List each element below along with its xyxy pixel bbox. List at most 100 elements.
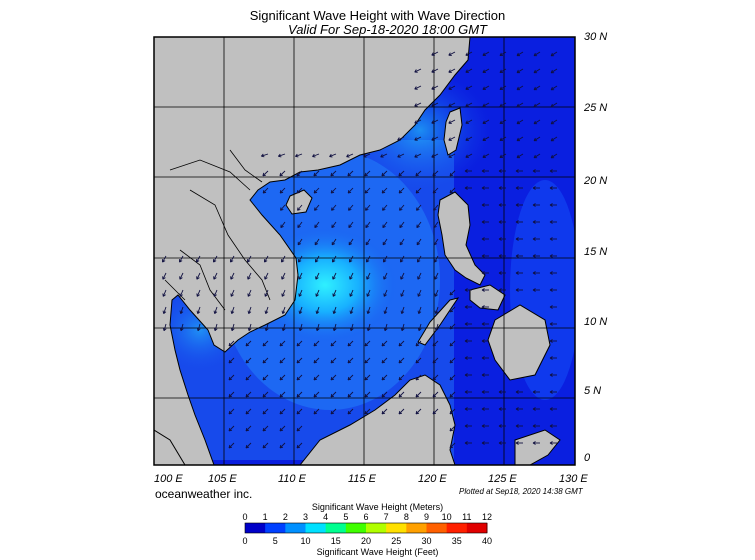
palawan-island <box>417 297 460 346</box>
direction-arrow <box>364 374 371 381</box>
direction-arrow <box>281 306 286 314</box>
direction-arrow <box>549 271 557 275</box>
direction-arrow <box>230 272 235 280</box>
direction-arrow <box>279 357 286 364</box>
direction-arrow <box>499 153 507 159</box>
direction-arrow <box>482 68 490 73</box>
direction-arrow <box>415 187 422 194</box>
direction-arrow <box>365 204 371 211</box>
direction-arrow <box>245 357 252 364</box>
direction-arrow <box>400 306 405 314</box>
direction-arrow <box>264 272 269 280</box>
direction-arrow <box>532 220 540 224</box>
direction-arrow <box>481 220 489 224</box>
direction-arrow <box>515 254 523 258</box>
direction-arrow <box>533 153 541 159</box>
direction-arrow <box>297 221 303 229</box>
direction-arrow <box>481 288 489 292</box>
direction-arrow <box>162 323 167 332</box>
direction-arrow <box>549 424 557 428</box>
direction-arrow <box>349 272 354 280</box>
direction-arrow <box>279 340 286 347</box>
colorbar-meters-tick: 12 <box>481 512 493 522</box>
direction-arrow <box>481 390 489 394</box>
direction-arrow <box>332 289 337 297</box>
direction-arrow <box>532 407 540 411</box>
direction-arrow <box>415 170 422 177</box>
direction-arrow <box>481 441 489 445</box>
direction-arrow <box>464 339 472 343</box>
direction-arrow <box>515 441 523 445</box>
direction-arrow <box>481 237 489 241</box>
direction-arrow <box>230 255 235 263</box>
direction-arrow <box>296 170 303 177</box>
direction-arrow <box>532 390 540 394</box>
direction-arrow <box>432 374 439 381</box>
direction-arrow <box>247 323 252 332</box>
direction-arrow <box>245 374 252 381</box>
direction-arrow <box>400 289 405 297</box>
direction-arrow <box>245 442 252 449</box>
direction-arrow <box>449 170 456 177</box>
direction-arrow <box>415 391 422 398</box>
direction-arrow <box>330 357 337 364</box>
direction-arrow <box>414 68 422 73</box>
colorbar-meters-tick: 9 <box>423 512 430 522</box>
direction-arrow <box>262 340 269 347</box>
colorbar-segment <box>366 523 387 533</box>
direction-arrow <box>315 289 320 297</box>
lon-label: 125 E <box>488 473 517 485</box>
direction-arrow <box>278 153 286 158</box>
colorbar-meters-tick: 11 <box>462 512 472 522</box>
direction-arrow <box>481 339 489 343</box>
colorbar-feet-tick: 25 <box>391 536 402 546</box>
direction-arrow <box>349 306 354 314</box>
direction-arrow <box>550 85 558 91</box>
direction-arrow <box>264 323 269 332</box>
direction-arrow <box>482 51 490 56</box>
direction-arrow <box>381 340 388 347</box>
direction-arrow <box>400 255 405 263</box>
direction-arrow <box>481 373 489 377</box>
direction-arrow <box>348 221 354 229</box>
direction-arrow <box>162 306 167 314</box>
direction-arrow <box>382 204 388 211</box>
direction-arrow <box>498 424 506 428</box>
direction-arrow <box>431 85 439 90</box>
direction-arrow <box>431 102 439 107</box>
direction-arrow <box>313 391 320 398</box>
direction-arrow <box>448 119 456 124</box>
lon-label: 110 E <box>278 473 306 485</box>
direction-arrow <box>347 187 354 194</box>
direction-arrow <box>499 85 507 91</box>
direction-arrow <box>464 356 472 360</box>
direction-arrow <box>383 255 388 263</box>
direction-arrow <box>196 306 201 314</box>
direction-arrow <box>414 102 422 107</box>
direction-arrow <box>213 272 218 280</box>
direction-arrow <box>549 339 557 343</box>
direction-arrow <box>179 289 184 297</box>
direction-arrow <box>516 136 524 142</box>
direction-arrow <box>481 186 489 190</box>
direction-arrow <box>228 340 235 347</box>
direction-arrow <box>550 51 558 57</box>
direction-arrow <box>330 340 337 347</box>
colorbar-segment <box>406 523 427 533</box>
luzon-island <box>437 191 486 286</box>
wave-direction-arrows <box>162 51 558 449</box>
colorbar-feet-tick: 30 <box>421 536 432 546</box>
direction-arrow <box>415 374 422 381</box>
direction-arrow <box>162 272 167 280</box>
direction-arrow <box>449 289 456 296</box>
direction-arrow <box>228 357 235 364</box>
direction-arrow <box>434 323 439 332</box>
lon-label: 115 E <box>348 473 376 485</box>
direction-arrow <box>482 136 490 141</box>
direction-arrow <box>364 357 371 364</box>
colorbar-feet-tick: 0 <box>242 536 248 546</box>
colorbar-meters-tick: 5 <box>343 512 349 522</box>
direction-arrow <box>347 357 354 364</box>
direction-arrow <box>532 441 540 445</box>
